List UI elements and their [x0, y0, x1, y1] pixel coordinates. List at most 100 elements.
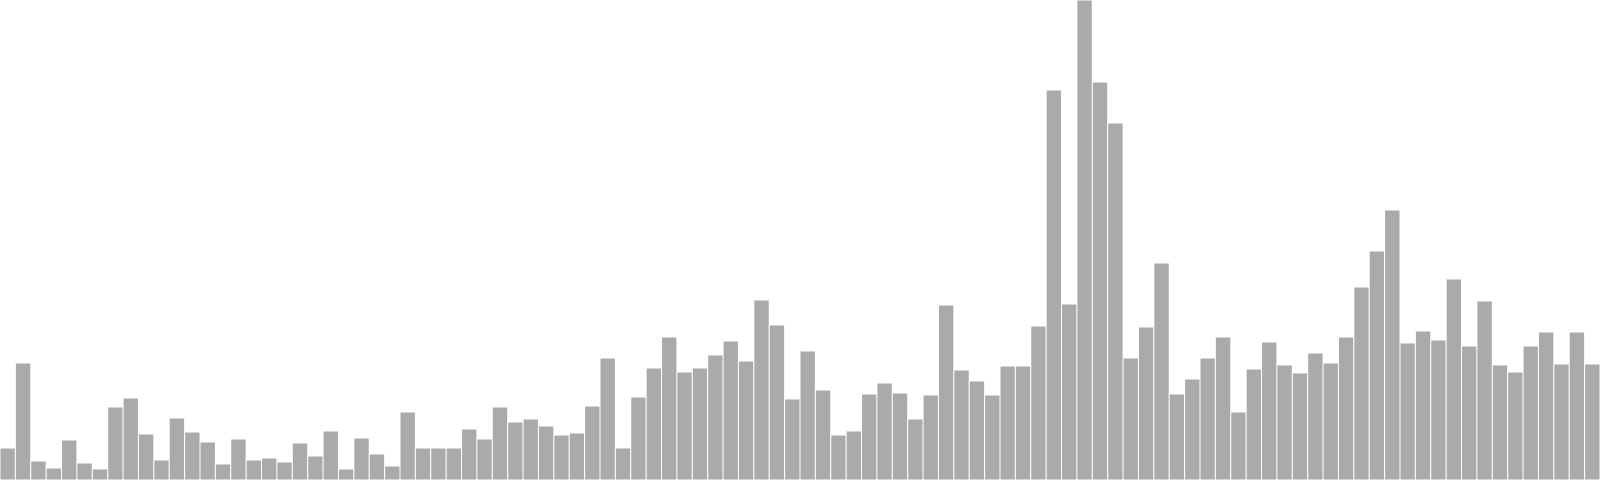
bar-24 — [353, 437, 370, 480]
bar-100 — [1522, 345, 1539, 480]
bar-55 — [830, 434, 847, 480]
bar-53 — [799, 350, 816, 480]
bar-68 — [1030, 325, 1047, 480]
bar-90 — [1368, 250, 1386, 480]
bar-46 — [691, 367, 709, 480]
bar-2 — [14, 362, 32, 480]
bar-13 — [184, 431, 201, 480]
bar-86 — [1307, 352, 1324, 480]
bar-31 — [461, 428, 478, 480]
bar-6 — [76, 462, 93, 480]
bar-101 — [1537, 331, 1555, 480]
bar-37 — [553, 434, 570, 480]
bar-49 — [737, 360, 755, 480]
bar-83 — [1261, 341, 1278, 480]
bar-81 — [1230, 411, 1247, 480]
bar-33 — [491, 406, 509, 480]
bar-21 — [307, 455, 324, 480]
bar-78 — [1184, 378, 1201, 480]
bar-62 — [937, 304, 955, 480]
bar-43 — [645, 367, 663, 480]
bar-48 — [722, 340, 739, 480]
bar-34 — [507, 421, 524, 480]
bar-14 — [199, 441, 216, 480]
bar-9 — [122, 397, 139, 480]
bar-69 — [1045, 89, 1063, 480]
bar-82 — [1245, 368, 1263, 480]
bar-61 — [922, 394, 939, 480]
bar-67 — [1014, 365, 1032, 480]
bar-73 — [1107, 122, 1124, 480]
bar-64 — [968, 380, 986, 480]
bar-35 — [522, 418, 539, 480]
bar-92 — [1399, 342, 1416, 480]
bar-56 — [845, 430, 863, 480]
bar-72 — [1091, 81, 1109, 480]
bar-27 — [399, 411, 416, 480]
bar-36 — [537, 425, 555, 480]
bar-28 — [414, 447, 432, 480]
bar-79 — [1199, 357, 1216, 480]
bar-87 — [1322, 362, 1339, 480]
bar-1 — [0, 447, 16, 480]
bar-5 — [61, 439, 78, 480]
bar-76 — [1153, 262, 1170, 480]
bar-44 — [661, 336, 678, 480]
bar-22 — [322, 430, 339, 480]
bar-77 — [1168, 393, 1186, 480]
bar-54 — [814, 389, 832, 480]
bar-50 — [753, 299, 770, 480]
bar-97 — [1476, 300, 1493, 480]
bar-102 — [1553, 363, 1570, 480]
bar-51 — [768, 324, 786, 480]
bar-93 — [1414, 330, 1432, 480]
bar-26 — [384, 465, 401, 480]
bar-32 — [476, 438, 493, 480]
bar-41 — [614, 447, 632, 480]
bar-75 — [1137, 326, 1155, 480]
bar-74 — [1122, 357, 1139, 480]
bar-12 — [168, 417, 186, 480]
bar-45 — [676, 371, 693, 480]
bar-25 — [368, 453, 386, 480]
bar-40 — [599, 357, 616, 480]
bar-65 — [984, 394, 1001, 480]
bar-89 — [1353, 286, 1370, 480]
bar-38 — [568, 432, 586, 480]
bar-3 — [30, 460, 47, 480]
bar-47 — [707, 354, 724, 480]
bar-63 — [953, 369, 970, 480]
bar-15 — [214, 463, 232, 480]
bar-18 — [261, 457, 278, 480]
bar-94 — [1430, 339, 1447, 480]
bar-20 — [291, 442, 309, 480]
bar-85 — [1291, 372, 1309, 480]
bar-66 — [999, 365, 1016, 480]
bar-84 — [1276, 364, 1293, 480]
bar-19 — [276, 461, 293, 480]
bar-96 — [1461, 345, 1478, 480]
bar-10 — [137, 433, 155, 480]
bar-60 — [907, 418, 924, 480]
bar-52 — [784, 398, 801, 480]
bar-59 — [891, 392, 909, 480]
bar-71 — [1076, 0, 1093, 480]
bar-98 — [1491, 364, 1509, 480]
bar-23 — [337, 468, 355, 480]
bar-99 — [1507, 371, 1524, 480]
bar-29 — [430, 447, 447, 480]
bar-16 — [230, 438, 247, 480]
bar-58 — [876, 382, 893, 480]
bar-104 — [1584, 363, 1600, 480]
bar-17 — [245, 459, 263, 480]
bar-91 — [1384, 209, 1401, 480]
bar-42 — [630, 396, 647, 480]
bar-103 — [1568, 331, 1586, 480]
bar-39 — [584, 405, 601, 480]
bar-11 — [153, 459, 170, 480]
bar-7 — [91, 468, 109, 480]
bar-8 — [107, 406, 124, 480]
